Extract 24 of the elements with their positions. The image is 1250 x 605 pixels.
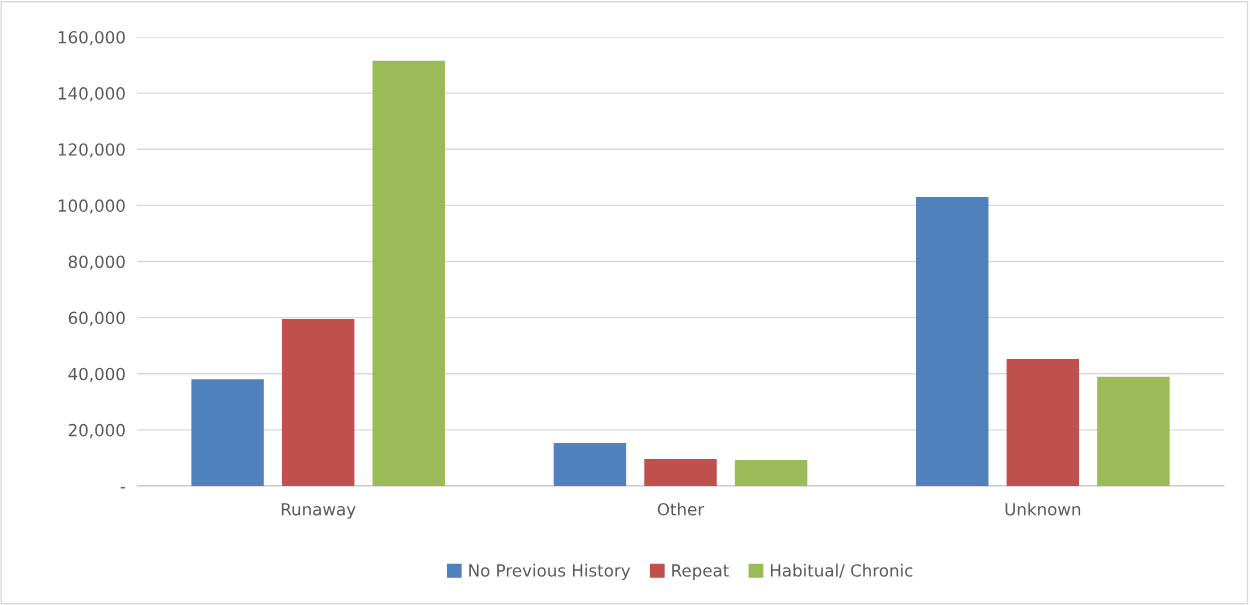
x-tick-label: Unknown (1005, 502, 1081, 516)
bar (1097, 376, 1170, 486)
bar (734, 459, 808, 486)
x-tick-label: Other (657, 502, 705, 516)
bar (191, 379, 264, 486)
legend-label: Repeat (672, 564, 729, 580)
bar (553, 443, 627, 486)
y-tick-label: 40,000 (68, 367, 125, 383)
legend-label: Habitual/ Chronic (770, 563, 913, 579)
y-tick-label: 60,000 (68, 311, 125, 326)
y-tick-label: 100,000 (58, 199, 125, 214)
y-tick-label: 120,000 (58, 143, 125, 158)
bar (281, 319, 355, 486)
y-tick-label: 140,000 (58, 87, 125, 102)
y-tick-label: - (120, 487, 126, 489)
bar (644, 459, 717, 486)
y-tick-label: 160,000 (58, 30, 125, 46)
y-tick-label: 80,000 (68, 255, 125, 270)
y-tick-label: 20,000 (68, 423, 125, 439)
legend-label: No Previous History (469, 563, 631, 580)
bar (916, 196, 989, 486)
bar (372, 60, 445, 486)
bar (1006, 358, 1080, 486)
x-tick-label: Runaway (281, 503, 356, 519)
